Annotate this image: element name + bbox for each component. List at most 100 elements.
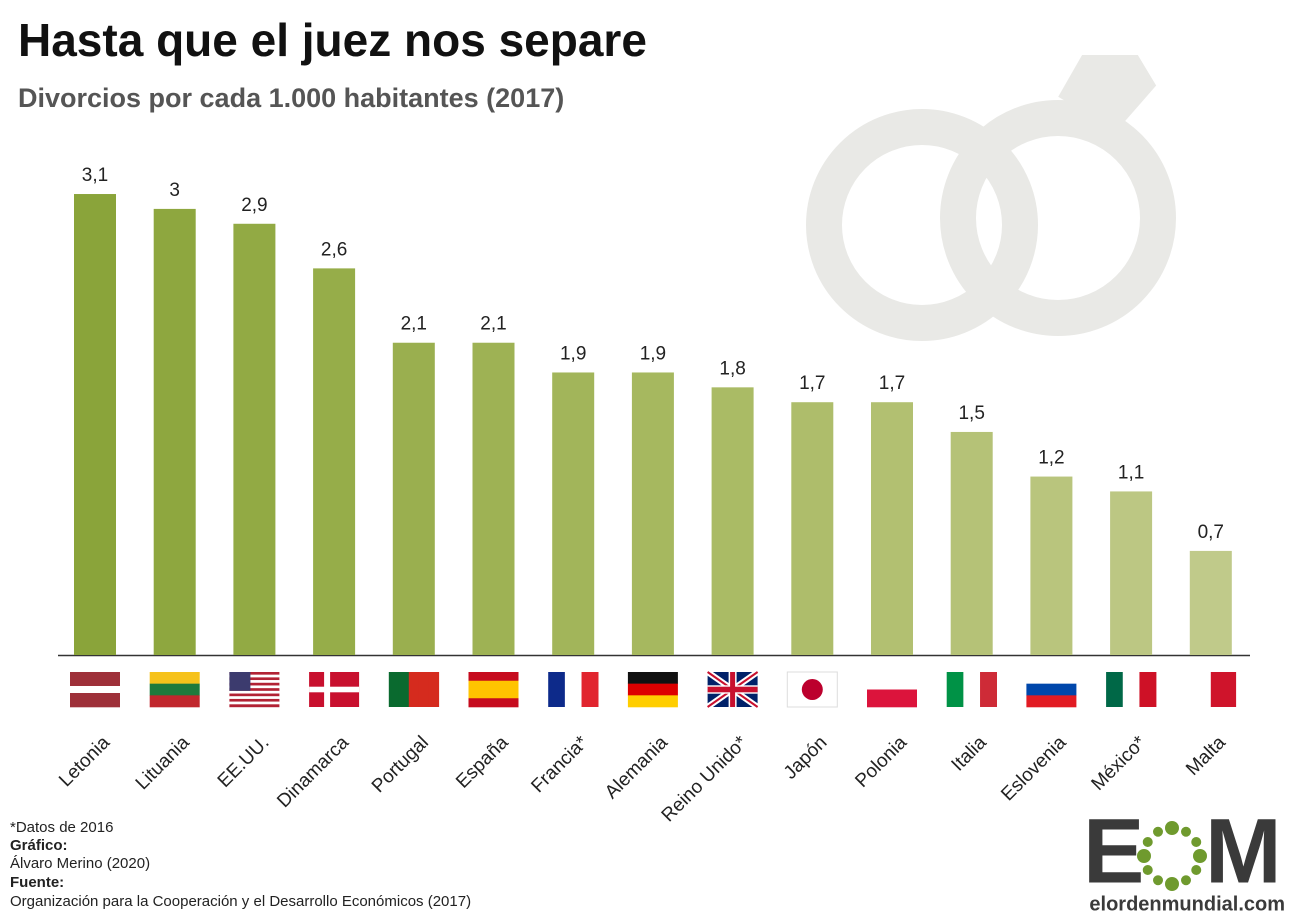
flag-part: [548, 672, 566, 707]
flag-part: [1185, 672, 1212, 707]
logo: E M elordenmundial.com: [1083, 800, 1285, 915]
chart-subtitle: Divorcios por cada 1.000 habitantes (201…: [18, 83, 564, 113]
flag-part: [398, 672, 410, 707]
logo-dot: [1153, 826, 1163, 837]
x-tick-label: Eslovenia: [997, 732, 1070, 805]
flag-part: [1210, 672, 1237, 707]
flag-part: [70, 693, 120, 701]
value-label: 1,7: [879, 373, 905, 394]
flag-part: [149, 683, 200, 696]
bar: [950, 431, 993, 655]
flag-part: [468, 672, 519, 682]
x-tick-label: México*: [1088, 732, 1151, 795]
source: Organización para la Cooperación y el De…: [10, 893, 471, 910]
flag-part: [963, 672, 981, 707]
logo-dot: [1142, 837, 1153, 847]
flag: [70, 672, 120, 708]
flag-part: [229, 690, 280, 694]
x-tick-label: Francia*: [527, 732, 592, 797]
flag-part: [468, 689, 519, 699]
logo-site: elordenmundial.com: [1089, 893, 1285, 915]
flag-part: [229, 688, 280, 692]
flag: [149, 672, 200, 708]
flag-part: [149, 672, 200, 684]
flag-part: [229, 696, 280, 700]
footnote: *Datos de 2016: [10, 819, 113, 836]
flag-part: [627, 672, 678, 684]
logo-dot: [1191, 865, 1202, 875]
bar: [472, 342, 515, 655]
value-label: 2,6: [321, 239, 347, 260]
bar: [791, 402, 834, 655]
bar: [552, 372, 595, 655]
bar: [74, 194, 116, 655]
flag-part: [229, 674, 280, 678]
logo-dot: [1142, 865, 1153, 875]
x-tick-label: Dinamarca: [273, 732, 353, 812]
rings-decoration: [806, 55, 1176, 341]
flag-part: [1026, 672, 1077, 684]
flag-part: [309, 686, 360, 693]
logo-dot: [1181, 826, 1191, 837]
flag-part: [1026, 695, 1077, 708]
x-tick-label: Polonia: [851, 732, 911, 792]
x-tick-label: Japón: [780, 732, 831, 783]
flag: [786, 671, 838, 708]
flag-part: [867, 689, 917, 708]
value-label: 2,1: [480, 314, 506, 335]
bar: [1110, 491, 1153, 655]
flag-part: [980, 672, 997, 707]
value-label: 3,1: [82, 165, 108, 186]
flag-part: [801, 679, 823, 700]
value-label: 1,5: [958, 403, 984, 424]
value-label: 1,9: [560, 343, 586, 364]
flag-part: [1106, 672, 1124, 707]
value-label: 1,9: [640, 343, 666, 364]
bar: [153, 208, 196, 655]
logo-dot: [1137, 849, 1151, 863]
flag: [309, 672, 360, 707]
flag-part: [581, 672, 599, 707]
value-label: 2,9: [241, 195, 267, 216]
flag-part: [564, 672, 582, 707]
x-tick-label: Letonia: [55, 732, 114, 791]
flag-part: [229, 693, 280, 697]
chart-title: Hasta que el juez nos separe: [18, 14, 647, 66]
flag-part: [229, 701, 280, 705]
flag-part: [1026, 683, 1077, 696]
logo-letter: E: [1083, 800, 1144, 902]
bar: [631, 372, 674, 655]
flag: [1185, 672, 1237, 707]
flag-part: [946, 672, 964, 707]
flag: [946, 672, 997, 707]
flag: [388, 672, 440, 707]
value-label: 3: [169, 180, 180, 201]
flag-part: [627, 683, 678, 696]
logo-dot: [1165, 877, 1179, 891]
value-label: 1,8: [719, 358, 745, 379]
source-label: Fuente:: [10, 874, 64, 891]
flag: [867, 672, 917, 708]
flag-part: [408, 672, 420, 707]
x-tick-label: Alemania: [601, 732, 672, 803]
value-label: 1,7: [799, 373, 825, 394]
x-tick-label: Lituania: [132, 732, 194, 794]
logo-dot: [1165, 821, 1179, 835]
flag-part: [70, 700, 120, 708]
flag-part: [149, 695, 200, 708]
flag-part: [229, 672, 280, 675]
x-tick-label: Malta: [1182, 732, 1230, 780]
logo-dot: [1181, 875, 1191, 886]
logo-ring: [1137, 821, 1207, 891]
logo-dot: [1193, 849, 1207, 863]
flag-part: [229, 704, 280, 708]
flag-part: [70, 672, 120, 680]
value-label: 2,1: [401, 314, 427, 335]
graphic-label: Gráfico:: [10, 837, 68, 854]
graphic-author: Álvaro Merino (2020): [10, 855, 150, 872]
flag: [1106, 672, 1157, 707]
flag-part: [1122, 672, 1140, 707]
bar: [392, 342, 435, 655]
flag: [1026, 672, 1077, 708]
